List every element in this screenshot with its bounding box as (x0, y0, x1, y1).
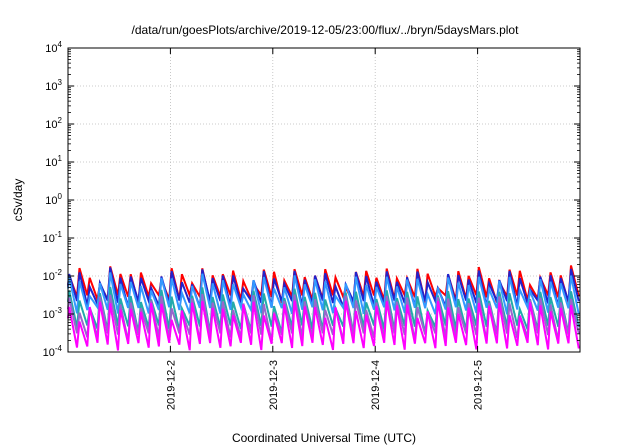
y-tick-label: 103 (45, 78, 62, 93)
series-group (67, 265, 580, 351)
y-tick-label: 10-1 (43, 230, 63, 245)
y-tick-label: 100 (45, 192, 62, 207)
y-tick-label: 10-4 (43, 344, 63, 359)
x-tick-label: 2019-12-4 (370, 360, 382, 410)
y-tick-label: 101 (45, 154, 62, 169)
x-axis-label: Coordinated Universal Time (UTC) (232, 431, 416, 445)
y-axis-label: cSv/day (11, 179, 25, 222)
y-tick-label: 104 (45, 40, 62, 55)
y-tick-label: 10-2 (43, 268, 63, 283)
series-line (67, 300, 580, 351)
series-line (67, 272, 580, 315)
x-tick-label: 2019-12-2 (165, 360, 177, 410)
y-tick-label: 10-3 (43, 306, 63, 321)
x-tick-label: 2019-12-3 (268, 360, 280, 410)
x-tick-label: 2019-12-5 (473, 360, 485, 410)
ticks: 10-4 10-3 10-2 10-1 100 101 102 103 104 2019-12-2… (43, 40, 580, 410)
y-tick-label: 102 (45, 116, 62, 131)
chart-title: /data/run/goesPlots/archive/2019-12-05/2… (132, 23, 520, 37)
